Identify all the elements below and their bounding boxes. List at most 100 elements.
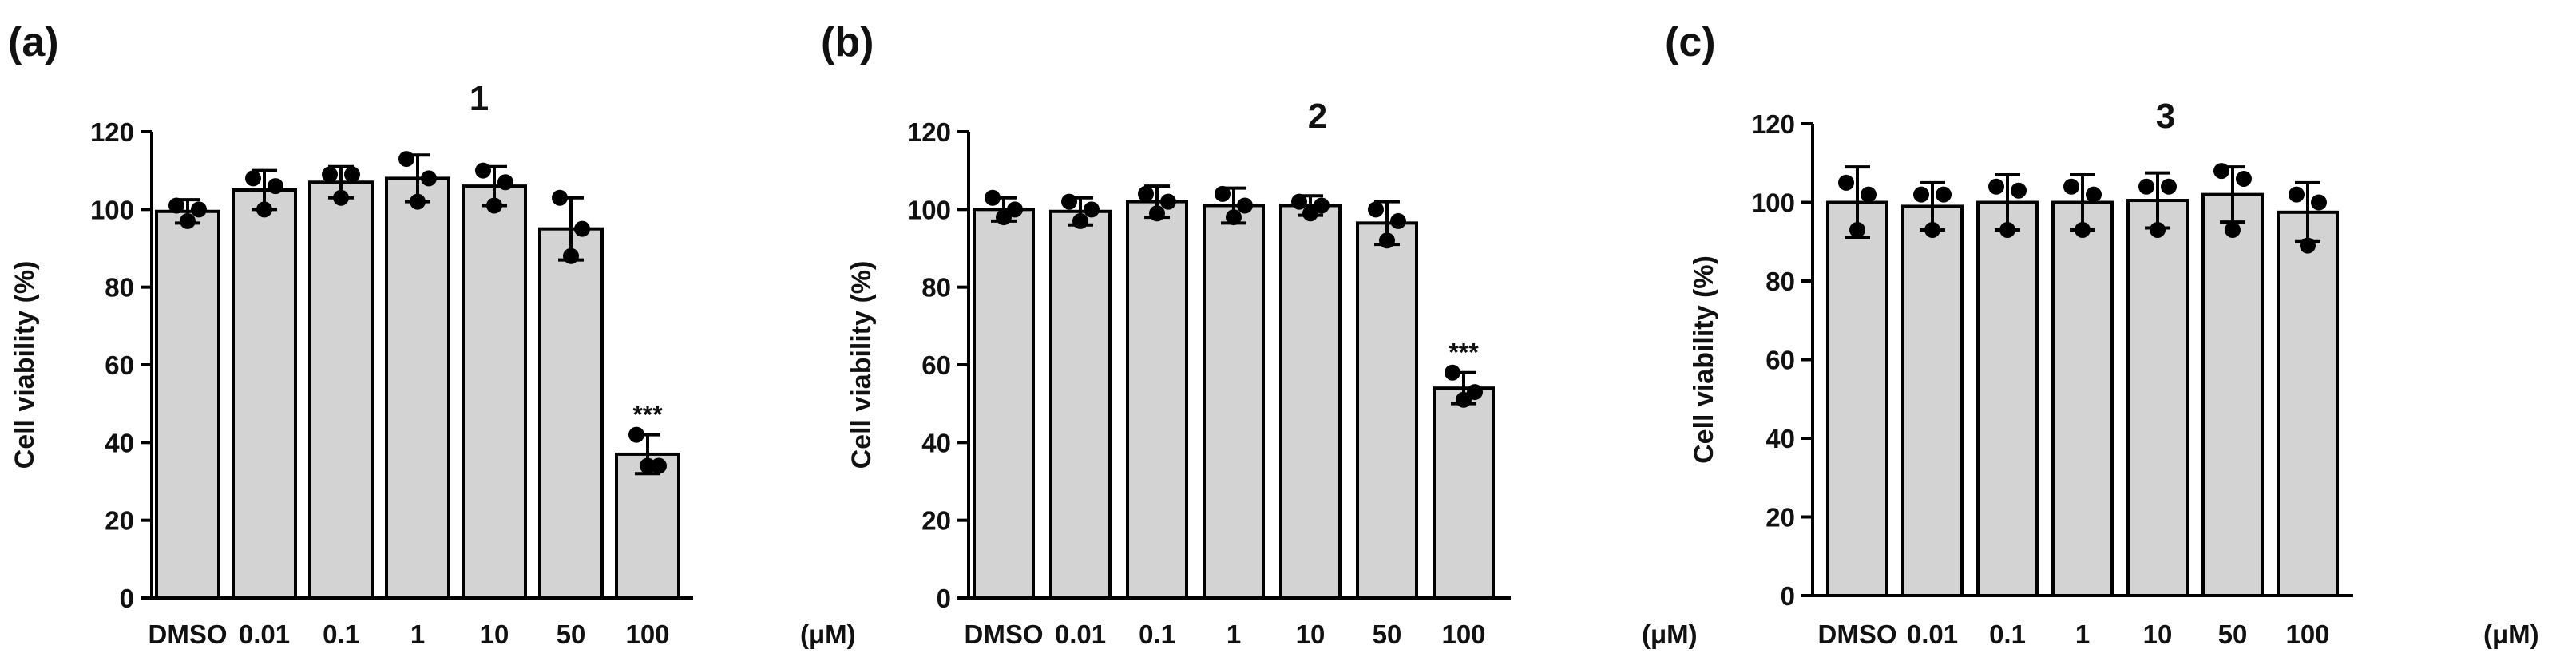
data-point — [1467, 384, 1483, 401]
y-tick-label: 0 — [937, 584, 951, 613]
x-tick-label: 10 — [1296, 619, 1326, 649]
y-tick-label: 120 — [907, 117, 951, 147]
x-unit-label: (μM) — [2483, 619, 2539, 649]
data-point — [2063, 178, 2079, 195]
chart-panel: (b) 2 Cell viability (%) 0 20 40 60 80 100 120 DMS… — [821, 19, 1698, 649]
data-point — [2150, 221, 2166, 238]
y-tick-label: 60 — [105, 350, 134, 380]
data-point — [1379, 232, 1395, 249]
data-point — [1226, 209, 1242, 226]
bar — [2051, 200, 2114, 597]
x-tick-label: 0.1 — [1989, 619, 2026, 649]
data-point — [1160, 193, 1176, 210]
bar — [385, 176, 450, 600]
y-axis-label: Cell viability (%) — [10, 261, 40, 469]
data-point — [497, 174, 513, 191]
x-tick-label: 1 — [1227, 619, 1241, 649]
significance-label: *** — [1449, 338, 1479, 367]
panel-label: (c) — [1665, 19, 1716, 65]
y-axis-label: Cell viability (%) — [846, 261, 877, 469]
x-tick-label: DMSO — [1818, 619, 1897, 649]
y-tick-label: 80 — [921, 273, 951, 303]
data-point — [1936, 186, 1952, 203]
bar — [232, 188, 297, 600]
data-point — [1084, 201, 1100, 218]
y-tick-label: 100 — [907, 195, 951, 224]
data-point — [1061, 193, 1077, 210]
x-tick-label: 0.01 — [1907, 619, 1958, 649]
x-tick-label: 100 — [625, 619, 669, 649]
bar — [1433, 386, 1495, 600]
chart-title: 3 — [2156, 97, 2175, 136]
y-tick-label: 0 — [1781, 581, 1795, 611]
y-tick-label: 80 — [1766, 267, 1795, 296]
data-point — [1456, 391, 1472, 408]
data-point — [1390, 212, 1406, 229]
y-tick-label: 0 — [120, 584, 134, 613]
bar — [462, 184, 527, 600]
y-tick-label: 120 — [1751, 109, 1795, 139]
data-point — [563, 247, 579, 264]
y-tick-label: 20 — [921, 506, 951, 536]
data-point — [1215, 185, 1231, 202]
data-point — [2289, 186, 2305, 203]
chart-panel: (c) 3 Cell viability (%) 0 20 40 60 80 100 120 DMS… — [1665, 19, 2539, 649]
y-tick-label: 100 — [1751, 188, 1795, 218]
x-tick-label: 100 — [1441, 619, 1485, 649]
data-point — [1368, 201, 1384, 218]
data-point — [191, 201, 207, 218]
data-point — [1072, 212, 1088, 229]
chart-panel: (a) 1 Cell viability (%) 0 20 40 60 80 100 120 DMS… — [8, 19, 856, 649]
data-point — [640, 457, 656, 474]
data-point — [651, 457, 667, 474]
data-point — [1861, 186, 1877, 203]
y-tick-label: 60 — [921, 350, 951, 380]
data-point — [1138, 185, 1154, 202]
bar — [973, 208, 1035, 600]
data-point — [1999, 221, 2015, 238]
bar — [1126, 200, 1188, 600]
data-point — [2011, 182, 2027, 199]
y-tick-label: 20 — [105, 506, 134, 536]
data-point — [985, 189, 1001, 206]
data-point — [574, 220, 590, 237]
x-tick-label: DMSO — [149, 619, 228, 649]
data-point — [398, 151, 414, 168]
data-point — [180, 212, 196, 229]
data-point — [2138, 178, 2154, 195]
data-point — [268, 178, 283, 195]
data-point — [996, 209, 1012, 226]
data-point — [1988, 178, 2004, 195]
x-tick-label: 0.01 — [1055, 619, 1106, 649]
x-unit-label: (μM) — [800, 619, 856, 649]
bar — [308, 180, 374, 600]
x-tick-label: 50 — [1373, 619, 1402, 649]
data-point — [2075, 221, 2091, 238]
bar — [155, 209, 220, 600]
bar — [1049, 209, 1112, 600]
bar — [1203, 204, 1265, 600]
chart-title: 2 — [1308, 97, 1327, 136]
bar — [1901, 204, 1964, 597]
x-tick-label: 1 — [2075, 619, 2090, 649]
bar — [1279, 204, 1342, 600]
data-point — [1149, 205, 1165, 222]
data-point — [1924, 221, 1940, 238]
data-point — [1237, 197, 1253, 214]
x-unit-label: (μM) — [1642, 619, 1698, 649]
x-tick-label: 100 — [2285, 619, 2329, 649]
bar — [615, 452, 680, 600]
data-point — [475, 162, 491, 179]
bar — [1976, 200, 2039, 597]
x-tick-label: 50 — [557, 619, 586, 649]
bar — [2126, 199, 2189, 597]
panel-label: (b) — [821, 19, 874, 65]
panel-label: (a) — [8, 19, 59, 65]
data-point — [2161, 178, 2177, 195]
significance-label: *** — [632, 401, 663, 429]
x-tick-label: 10 — [480, 619, 509, 649]
data-point — [256, 201, 272, 218]
y-tick-label: 120 — [90, 117, 134, 147]
y-tick-label: 40 — [1766, 424, 1795, 453]
